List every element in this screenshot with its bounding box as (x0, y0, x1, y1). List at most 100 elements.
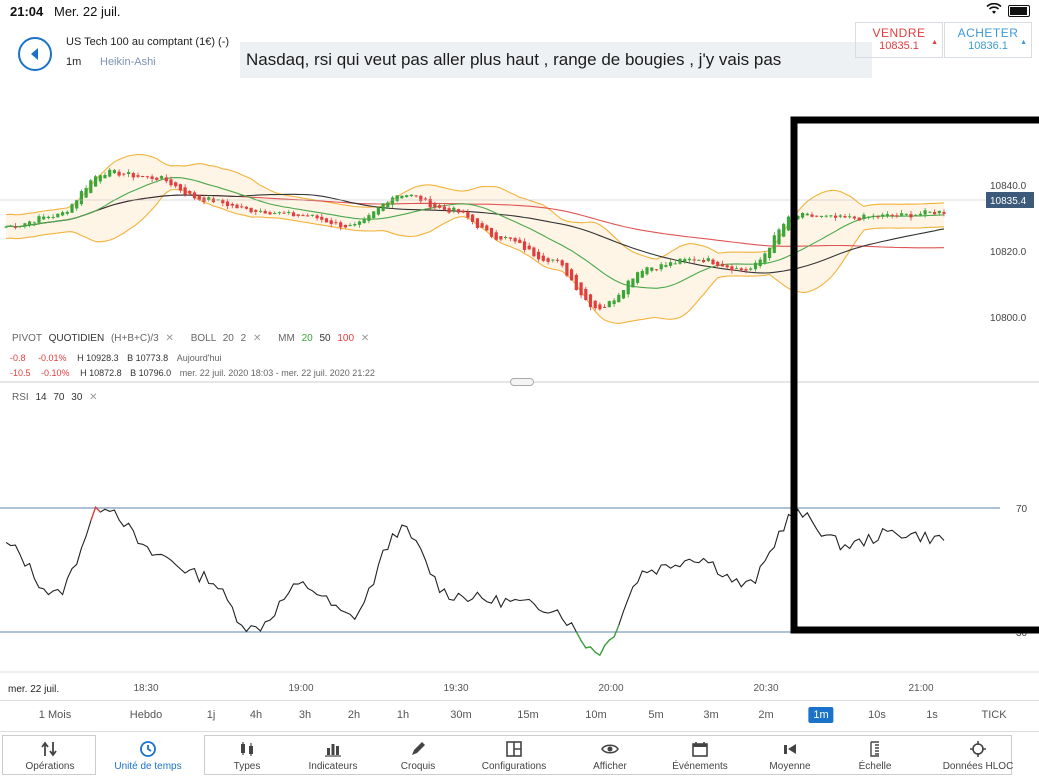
candle-body (244, 206, 248, 209)
candle-body (362, 218, 366, 224)
instrument-title[interactable]: US Tech 100 au comptant (1€) (-) (66, 36, 230, 48)
candle-body (447, 208, 451, 213)
timeframe-1j[interactable]: 1j (206, 709, 216, 721)
tool-donnees-hloc[interactable]: Données HLOC (933, 733, 1023, 777)
pane-resize-handle[interactable] (510, 378, 534, 386)
tool-types[interactable]: Types (202, 733, 292, 777)
back-button[interactable] (18, 37, 52, 71)
timeframe-hebdo[interactable]: Hebdo (129, 709, 163, 721)
timeframe-1h[interactable]: 1h (396, 709, 410, 721)
candle-body (725, 265, 729, 268)
timeframe-10m[interactable]: 10m (585, 709, 607, 721)
remove-pivot-icon[interactable]: ✕ (165, 333, 174, 344)
bottom-toolbar: Opérations Unité de temps Types Indicateurs… (0, 733, 1039, 781)
buy-button[interactable]: ACHETER 10836.1 ▲ (944, 22, 1032, 58)
candle-body (42, 216, 46, 220)
candle-body (381, 203, 385, 211)
candle-body (249, 207, 253, 213)
mm20-line (5, 177, 945, 289)
mm-50: 50 (319, 333, 331, 344)
timeframe-1m[interactable]: 1m (808, 707, 834, 723)
remove-rsi-icon[interactable]: ✕ (89, 392, 98, 403)
candle-body (626, 280, 630, 295)
timeframe-15m[interactable]: 15m (517, 709, 539, 721)
timeframe-3h[interactable]: 3h (298, 709, 312, 721)
remove-boll-icon[interactable]: ✕ (252, 333, 262, 344)
candle-body (815, 215, 819, 217)
candle-body (461, 210, 465, 213)
candle-body (485, 225, 489, 231)
candle-body (570, 269, 574, 281)
candle-body (28, 221, 32, 225)
candle-body (480, 223, 484, 228)
mm50-line (5, 193, 945, 274)
timeframe-30m[interactable]: 30m (450, 709, 472, 721)
battery-icon (1008, 5, 1030, 17)
mm-100: 100 (337, 333, 355, 344)
candle-body (753, 262, 758, 270)
candle-body (810, 214, 814, 217)
candle-body (735, 268, 739, 270)
tool-moyenne[interactable]: Moyenne (745, 733, 835, 777)
candle-body (683, 259, 687, 262)
tool-indicateurs[interactable]: Indicateurs (288, 733, 378, 777)
rsi-line (5, 506, 945, 656)
tool-configurations[interactable]: Configurations (469, 733, 559, 777)
current-price-label: 10835.4 (990, 196, 1027, 207)
timeframe-1-mois[interactable]: 1 Mois (38, 709, 72, 721)
timeframe-5m[interactable]: 5m (648, 709, 664, 721)
tool-evenements[interactable]: Événements (655, 733, 745, 777)
sell-button[interactable]: VENDRE 10835.1 ▲ (855, 22, 943, 58)
timeframe-4h[interactable]: 4h (249, 709, 263, 721)
candle-body (150, 176, 154, 179)
candle-body (301, 215, 305, 217)
candle-body (329, 220, 333, 224)
candle-body (560, 260, 564, 266)
tool-afficher[interactable]: Afficher (565, 733, 655, 777)
tool-operations[interactable]: Opérations (5, 733, 95, 777)
candle-body (442, 206, 446, 210)
timeframe-bar: 1 Mois Hebdo 1j 4h 3h 2h 1h 30m 15m 10m 5m 3m 2m 1m 10… (0, 700, 1039, 732)
timeframe-tick[interactable]: TICK (981, 709, 1007, 721)
candle-body (739, 268, 743, 270)
candles-icon (202, 737, 292, 761)
timeframe-10s[interactable]: 10s (868, 709, 886, 721)
timeframe-2h[interactable]: 2h (347, 709, 361, 721)
timeframe-3m[interactable]: 3m (703, 709, 719, 721)
candle-body (621, 290, 626, 299)
candle-body (772, 235, 776, 253)
tool-echelle[interactable]: Échelle (830, 733, 920, 777)
candle-body (885, 214, 889, 216)
candle-body (494, 232, 498, 240)
remove-mm-icon[interactable]: ✕ (360, 333, 370, 344)
candle-body (79, 191, 83, 205)
candle-body (13, 226, 17, 228)
candle-body (414, 195, 418, 197)
candle-body (900, 213, 904, 216)
candle-body (277, 212, 281, 214)
tool-unite-de-temps[interactable]: Unité de temps (103, 733, 193, 777)
rsi-oversold-segment (575, 631, 582, 641)
candle-body (287, 212, 291, 213)
timeframe-2m[interactable]: 2m (758, 709, 774, 721)
candle-body (334, 222, 338, 224)
low-value: B 10796.0 (130, 368, 172, 378)
candle-body (867, 216, 871, 218)
time-tick-label: 18:30 (133, 683, 158, 694)
candle-body (419, 195, 423, 202)
candle-body (796, 215, 800, 220)
candle-body (89, 180, 93, 193)
candle-body (169, 179, 173, 186)
candle-body (513, 238, 517, 242)
candle-body (386, 202, 390, 208)
candle-body (320, 216, 324, 220)
candle-body (98, 175, 102, 182)
rsi-oversold-segment (590, 646, 596, 653)
candle-body (636, 272, 640, 283)
price-pane (4, 153, 946, 324)
chart-canvas[interactable]: 10840.0 10820.0 10800.0 10835.4 70 30 me… (0, 84, 1039, 700)
candle-body (838, 215, 842, 217)
timeframe-1s[interactable]: 1s (926, 709, 938, 721)
candle-body (46, 216, 50, 219)
tool-croquis[interactable]: Croquis (373, 733, 463, 777)
